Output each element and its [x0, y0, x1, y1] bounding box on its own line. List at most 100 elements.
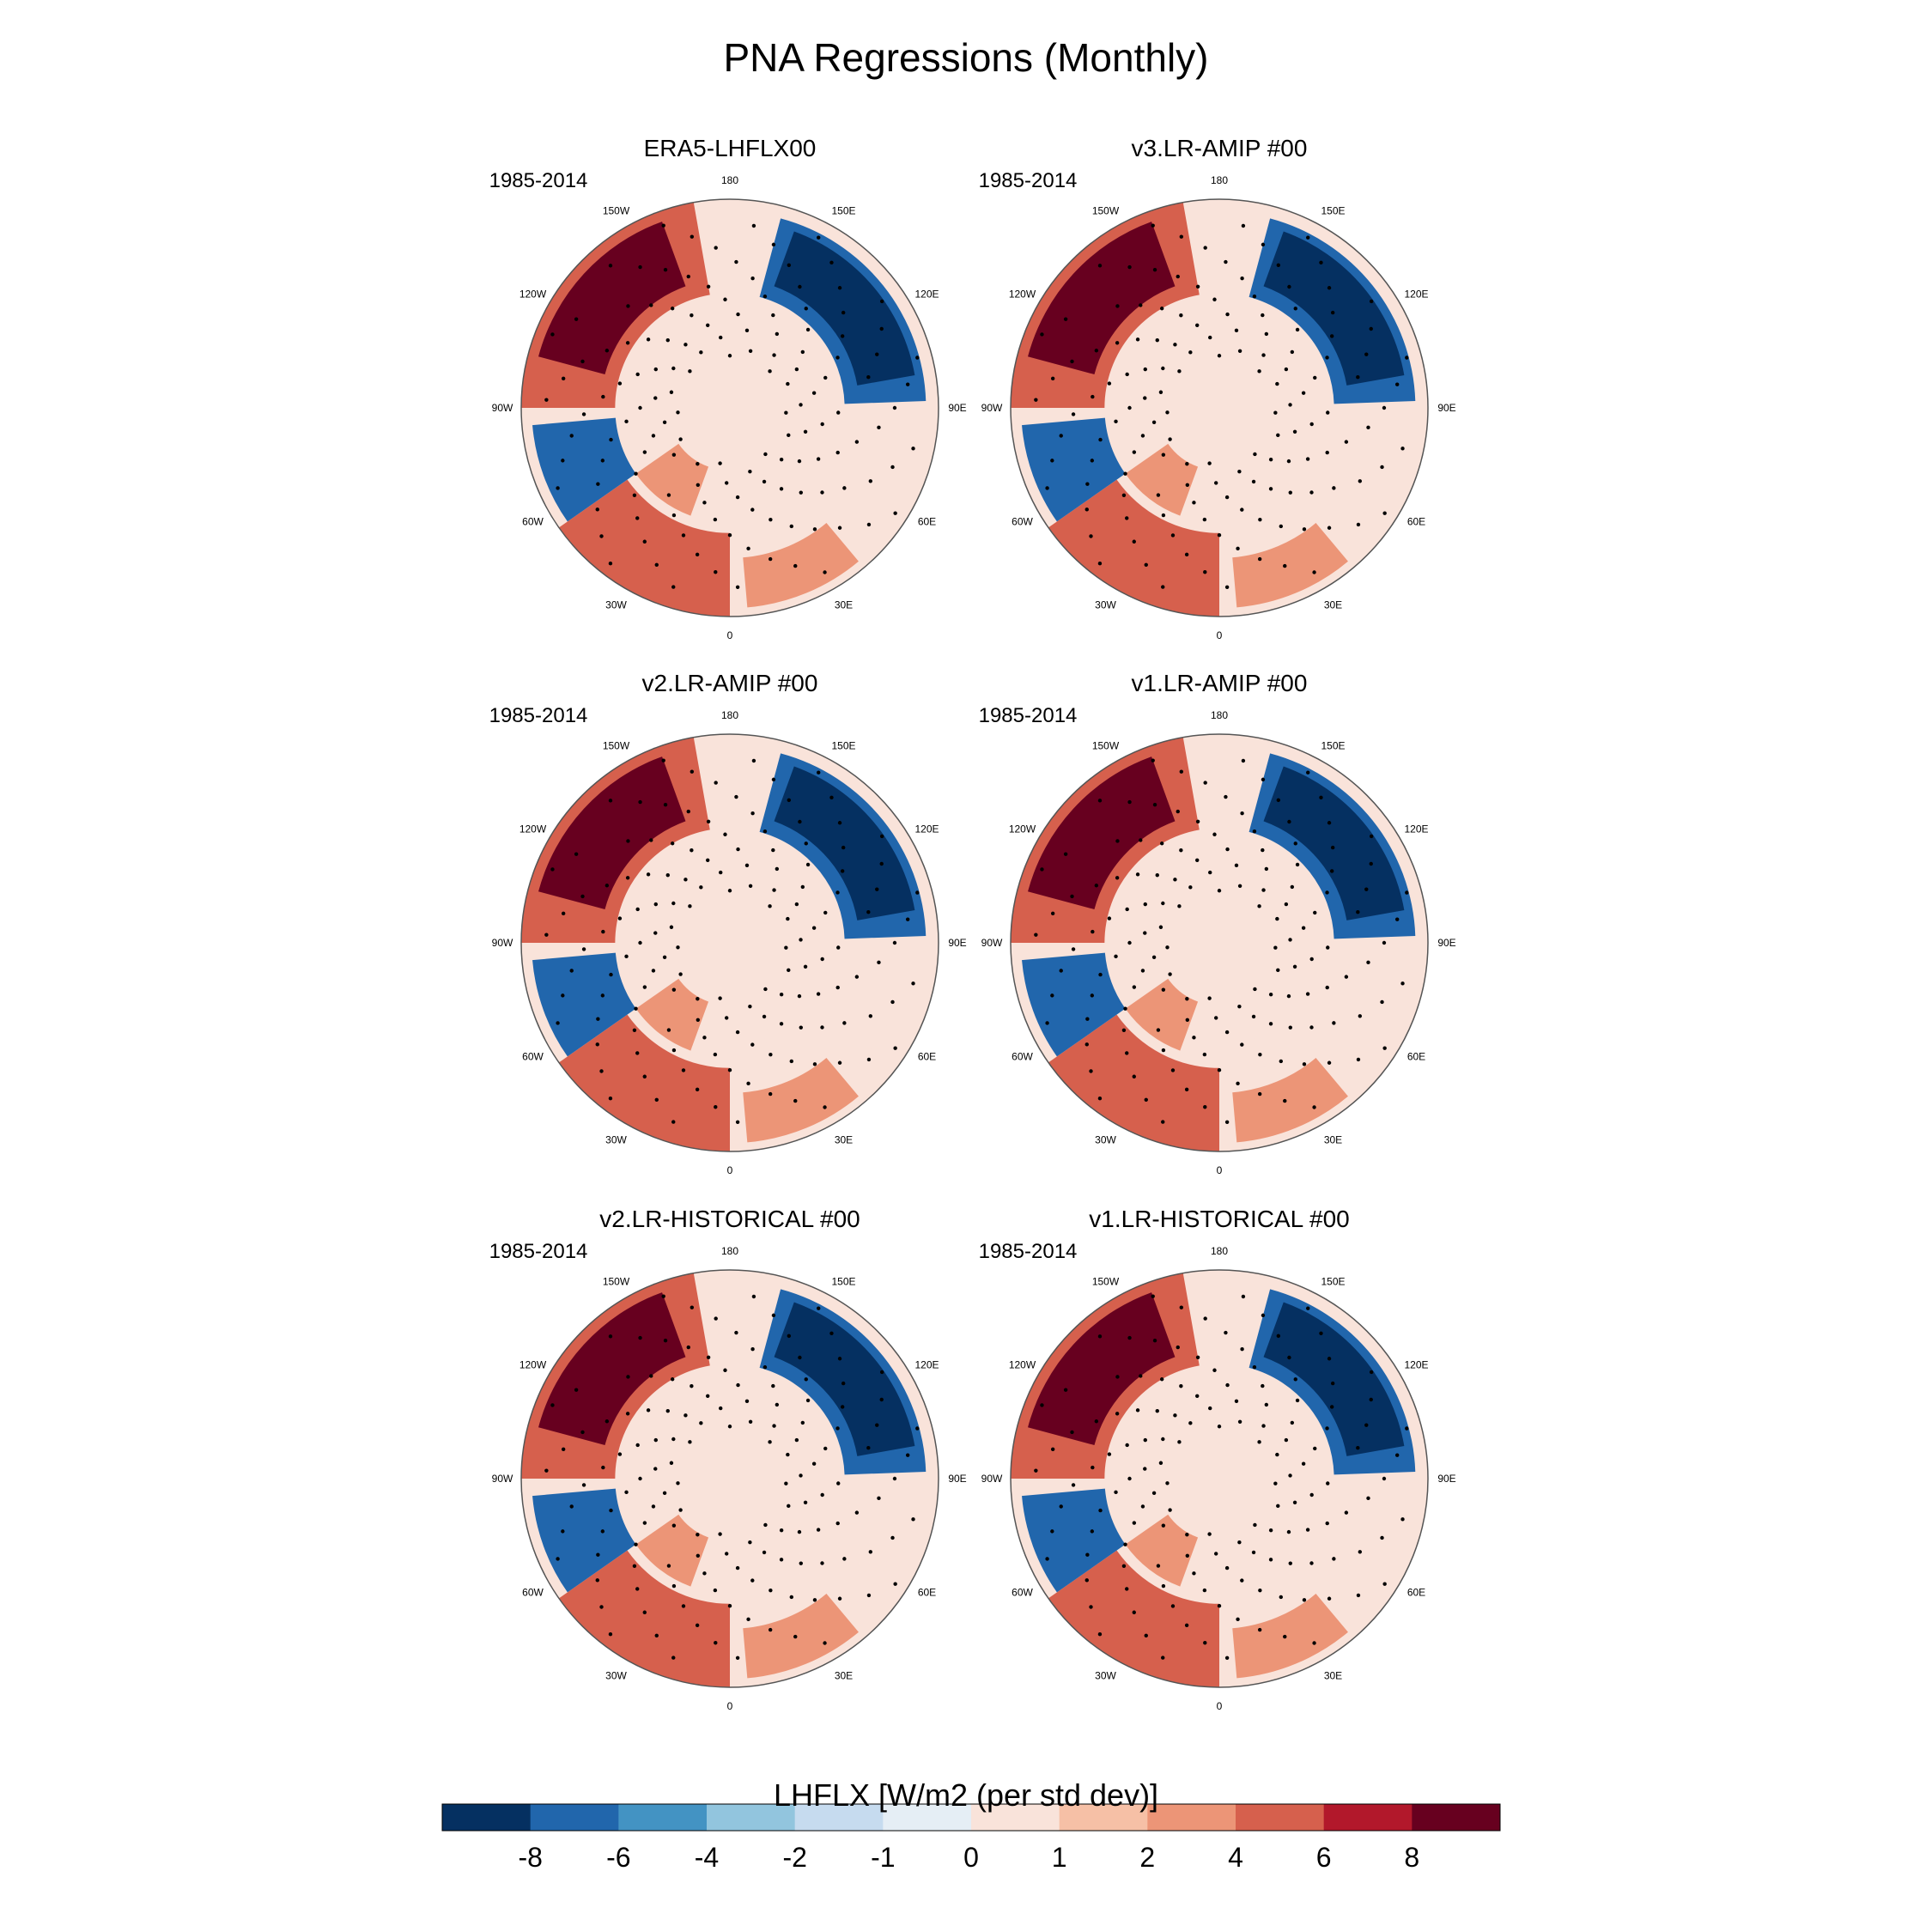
significance-dot — [702, 1036, 707, 1040]
anomaly-region — [1022, 1488, 1126, 1593]
significance-dot — [823, 1105, 827, 1109]
significance-dot — [1382, 1046, 1387, 1050]
panel-period: 1985-2014 — [489, 1240, 588, 1263]
significance-dot — [1286, 993, 1291, 999]
significance-dot — [574, 317, 579, 321]
significance-dot — [1240, 811, 1244, 816]
significance-dot — [671, 453, 677, 457]
significance-dot — [875, 887, 879, 891]
significance-dot — [1084, 1042, 1089, 1047]
map-panel: 180 150E 120E 90E 60E 30E 0 30W 60W 90W 120W 150W v2… — [489, 1206, 967, 1712]
lon-label: 0 — [1217, 1700, 1223, 1712]
significance-dot — [654, 1097, 659, 1102]
anomaly-region — [1263, 1302, 1405, 1456]
significance-dot — [748, 1004, 752, 1009]
significance-dot — [1344, 975, 1349, 979]
significance-dot — [608, 1334, 613, 1339]
lon-label: 30E — [1324, 598, 1342, 611]
significance-dot — [681, 1068, 686, 1072]
significance-dot — [1237, 1004, 1242, 1009]
significance-dot — [1268, 457, 1273, 462]
significance-dot — [1125, 1443, 1129, 1448]
significance-dot — [609, 437, 613, 442]
significance-dot — [1264, 1402, 1269, 1407]
significance-dot — [805, 862, 811, 867]
significance-dot — [1332, 486, 1336, 490]
significance-dot — [1063, 852, 1068, 856]
significance-dot — [1173, 878, 1177, 882]
anomaly-region — [1028, 222, 1176, 375]
significance-dot — [671, 1120, 676, 1124]
significance-dot — [724, 1016, 729, 1020]
significance-dot — [787, 798, 792, 803]
significance-dot — [581, 1483, 586, 1487]
significance-dot — [820, 422, 824, 427]
significance-dot — [1356, 375, 1360, 380]
significance-dot — [1212, 297, 1217, 301]
significance-dot — [875, 1423, 879, 1427]
significance-dot — [1287, 284, 1291, 289]
map-panel: 180 150E 120E 90E 60E 30E 0 30W 60W 90W 120W 150W v1… — [979, 670, 1456, 1176]
lon-label: 0 — [727, 629, 733, 641]
significance-dot — [665, 1408, 670, 1413]
significance-dot — [608, 1097, 613, 1101]
significance-dot — [1301, 391, 1306, 395]
significance-dot — [608, 264, 613, 268]
lon-label: 60E — [1407, 1587, 1425, 1599]
significance-dot — [1225, 847, 1230, 852]
significance-dot — [836, 1481, 841, 1485]
significance-dot — [799, 1473, 803, 1478]
significance-dot — [727, 1425, 732, 1429]
significance-dot — [713, 1052, 718, 1057]
lon-label: 30W — [605, 598, 627, 611]
significance-dot — [635, 372, 640, 377]
colorbar-tick-label: 0 — [963, 1842, 979, 1873]
significance-dot — [676, 410, 680, 415]
significance-dot — [688, 904, 692, 908]
lon-label: 180 — [721, 1245, 738, 1257]
significance-dot — [1170, 1068, 1176, 1072]
significance-dot — [1344, 440, 1349, 444]
significance-dot — [1382, 1582, 1387, 1586]
lon-label: 150E — [1321, 205, 1345, 217]
significance-dot — [797, 993, 802, 999]
significance-dot — [727, 533, 732, 538]
significance-dot — [601, 394, 605, 399]
significance-dot — [911, 1517, 915, 1522]
significance-dot — [632, 1564, 637, 1568]
lon-label: 150E — [831, 1276, 855, 1288]
significance-dot — [1276, 1334, 1281, 1339]
significance-dot — [841, 845, 846, 850]
colorbar-bin — [618, 1804, 708, 1831]
significance-dot — [1319, 795, 1323, 800]
significance-dot — [1139, 1374, 1143, 1378]
anomaly-region — [1263, 766, 1405, 920]
significance-dot — [651, 1504, 656, 1509]
significance-dot — [1251, 1550, 1256, 1555]
significance-dot — [617, 381, 623, 386]
colorbar-bin — [442, 1804, 532, 1831]
significance-dot — [624, 954, 629, 959]
significance-dot — [805, 1398, 811, 1403]
significance-dot — [1394, 1453, 1400, 1457]
significance-dot — [1224, 1330, 1228, 1335]
significance-dot — [1287, 819, 1291, 824]
significance-dot — [595, 1578, 599, 1583]
significance-dot — [723, 297, 727, 301]
significance-dot — [714, 1316, 718, 1321]
significance-dot — [580, 1430, 585, 1435]
significance-dot — [723, 832, 727, 836]
significance-dot — [1369, 861, 1373, 866]
significance-dot — [820, 1492, 824, 1498]
significance-dot — [1161, 1656, 1165, 1660]
significance-dot — [1185, 997, 1189, 1001]
significance-dot — [1161, 1523, 1166, 1528]
map-boundary — [520, 733, 939, 1152]
significance-dot — [1050, 993, 1054, 998]
significance-dot — [1144, 1633, 1148, 1637]
significance-dot — [1107, 381, 1112, 386]
lon-label: 150W — [1092, 205, 1120, 217]
lon-label: 60E — [918, 1051, 936, 1063]
significance-dot — [1364, 1423, 1369, 1427]
significance-dot — [1332, 1557, 1336, 1561]
